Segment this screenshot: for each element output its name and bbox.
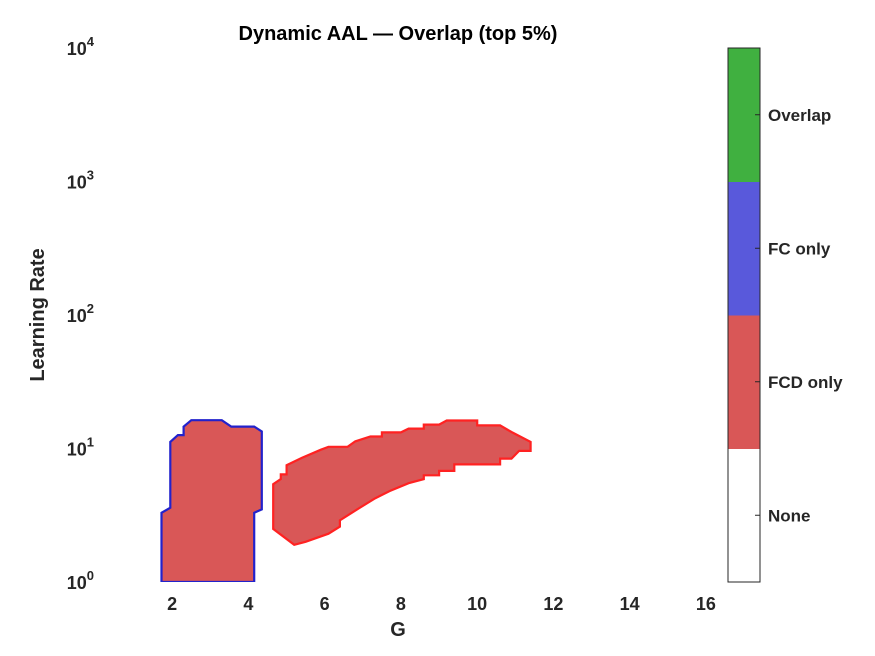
x-tick-label: 8	[396, 594, 406, 614]
colorbar: None FCD only FC only Overlap	[727, 47, 843, 583]
colorbar-swatch	[728, 48, 760, 182]
chart-title: Dynamic AAL — Overlap (top 5%)	[239, 23, 558, 45]
x-tick-label: 14	[620, 594, 640, 614]
region-left	[160, 419, 263, 582]
y-axis-label: Learning Rate	[27, 248, 49, 381]
y-axis-ticks: 100 101 102 103 104	[67, 34, 95, 593]
heatmap-regions	[160, 419, 532, 582]
y-tick-label: 102	[67, 301, 94, 326]
y-tick-label: 100	[67, 568, 94, 593]
colorbar-label: None	[768, 506, 811, 525]
colorbar-frame	[727, 47, 761, 583]
colorbar-label: Overlap	[768, 106, 831, 125]
x-tick-label: 16	[696, 594, 716, 614]
y-tick-label: 101	[67, 435, 94, 460]
x-axis-ticks: 2 4 6 8 10 12 14 16	[167, 594, 716, 614]
x-tick-label: 12	[543, 594, 563, 614]
colorbar-swatch	[728, 315, 760, 449]
x-tick-label: 10	[467, 594, 487, 614]
x-axis-label: G	[390, 619, 406, 641]
colorbar-swatch	[728, 181, 760, 316]
x-tick-label: 6	[320, 594, 330, 614]
y-tick-label: 103	[67, 168, 94, 193]
y-tick-label: 104	[67, 34, 95, 59]
x-tick-label: 4	[243, 594, 253, 614]
region-right	[272, 419, 532, 546]
colorbar-label: FC only	[768, 239, 831, 258]
colorbar-label: FCD only	[768, 373, 843, 392]
x-tick-label: 2	[167, 594, 177, 614]
colorbar-swatch	[728, 448, 760, 583]
